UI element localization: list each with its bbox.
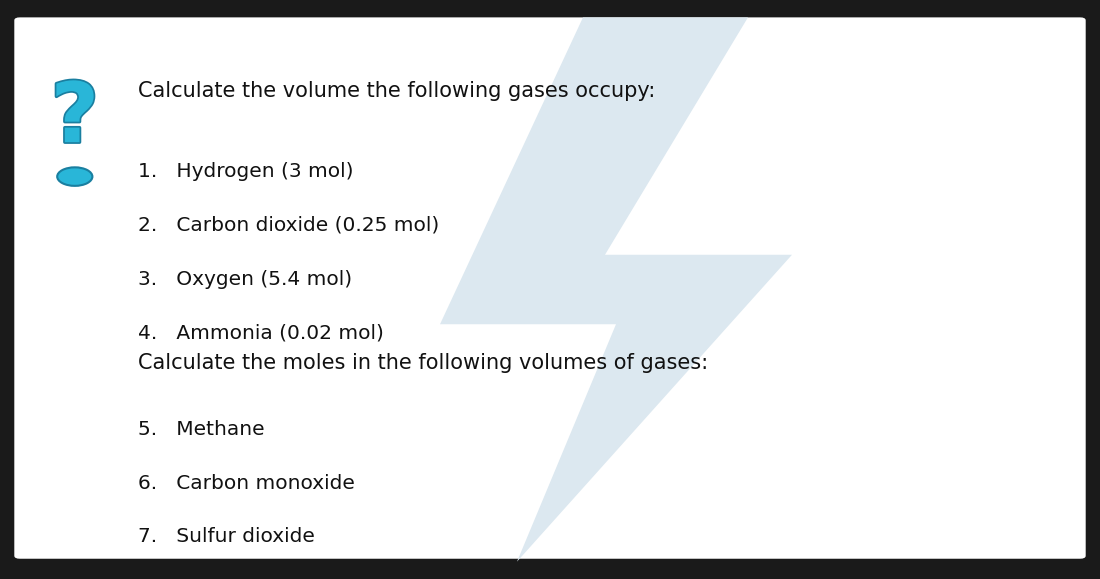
Text: 4.   Ammonia (0.02 mol): 4. Ammonia (0.02 mol) xyxy=(138,324,384,343)
Text: 1.   Hydrogen (3 mol): 1. Hydrogen (3 mol) xyxy=(138,162,353,181)
Text: 6.   Carbon monoxide: 6. Carbon monoxide xyxy=(138,474,354,493)
Text: 3.   Oxygen (5.4 mol): 3. Oxygen (5.4 mol) xyxy=(138,270,352,289)
Text: 2.   Carbon dioxide (0.25 mol): 2. Carbon dioxide (0.25 mol) xyxy=(138,216,439,235)
Text: 7.   Sulfur dioxide: 7. Sulfur dioxide xyxy=(138,527,315,547)
Text: ?: ? xyxy=(51,78,99,159)
Text: Calculate the volume the following gases occupy:: Calculate the volume the following gases… xyxy=(138,81,654,101)
Text: Calculate the moles in the following volumes of gases:: Calculate the moles in the following vol… xyxy=(138,353,707,373)
Text: 5.   Methane: 5. Methane xyxy=(138,420,264,439)
